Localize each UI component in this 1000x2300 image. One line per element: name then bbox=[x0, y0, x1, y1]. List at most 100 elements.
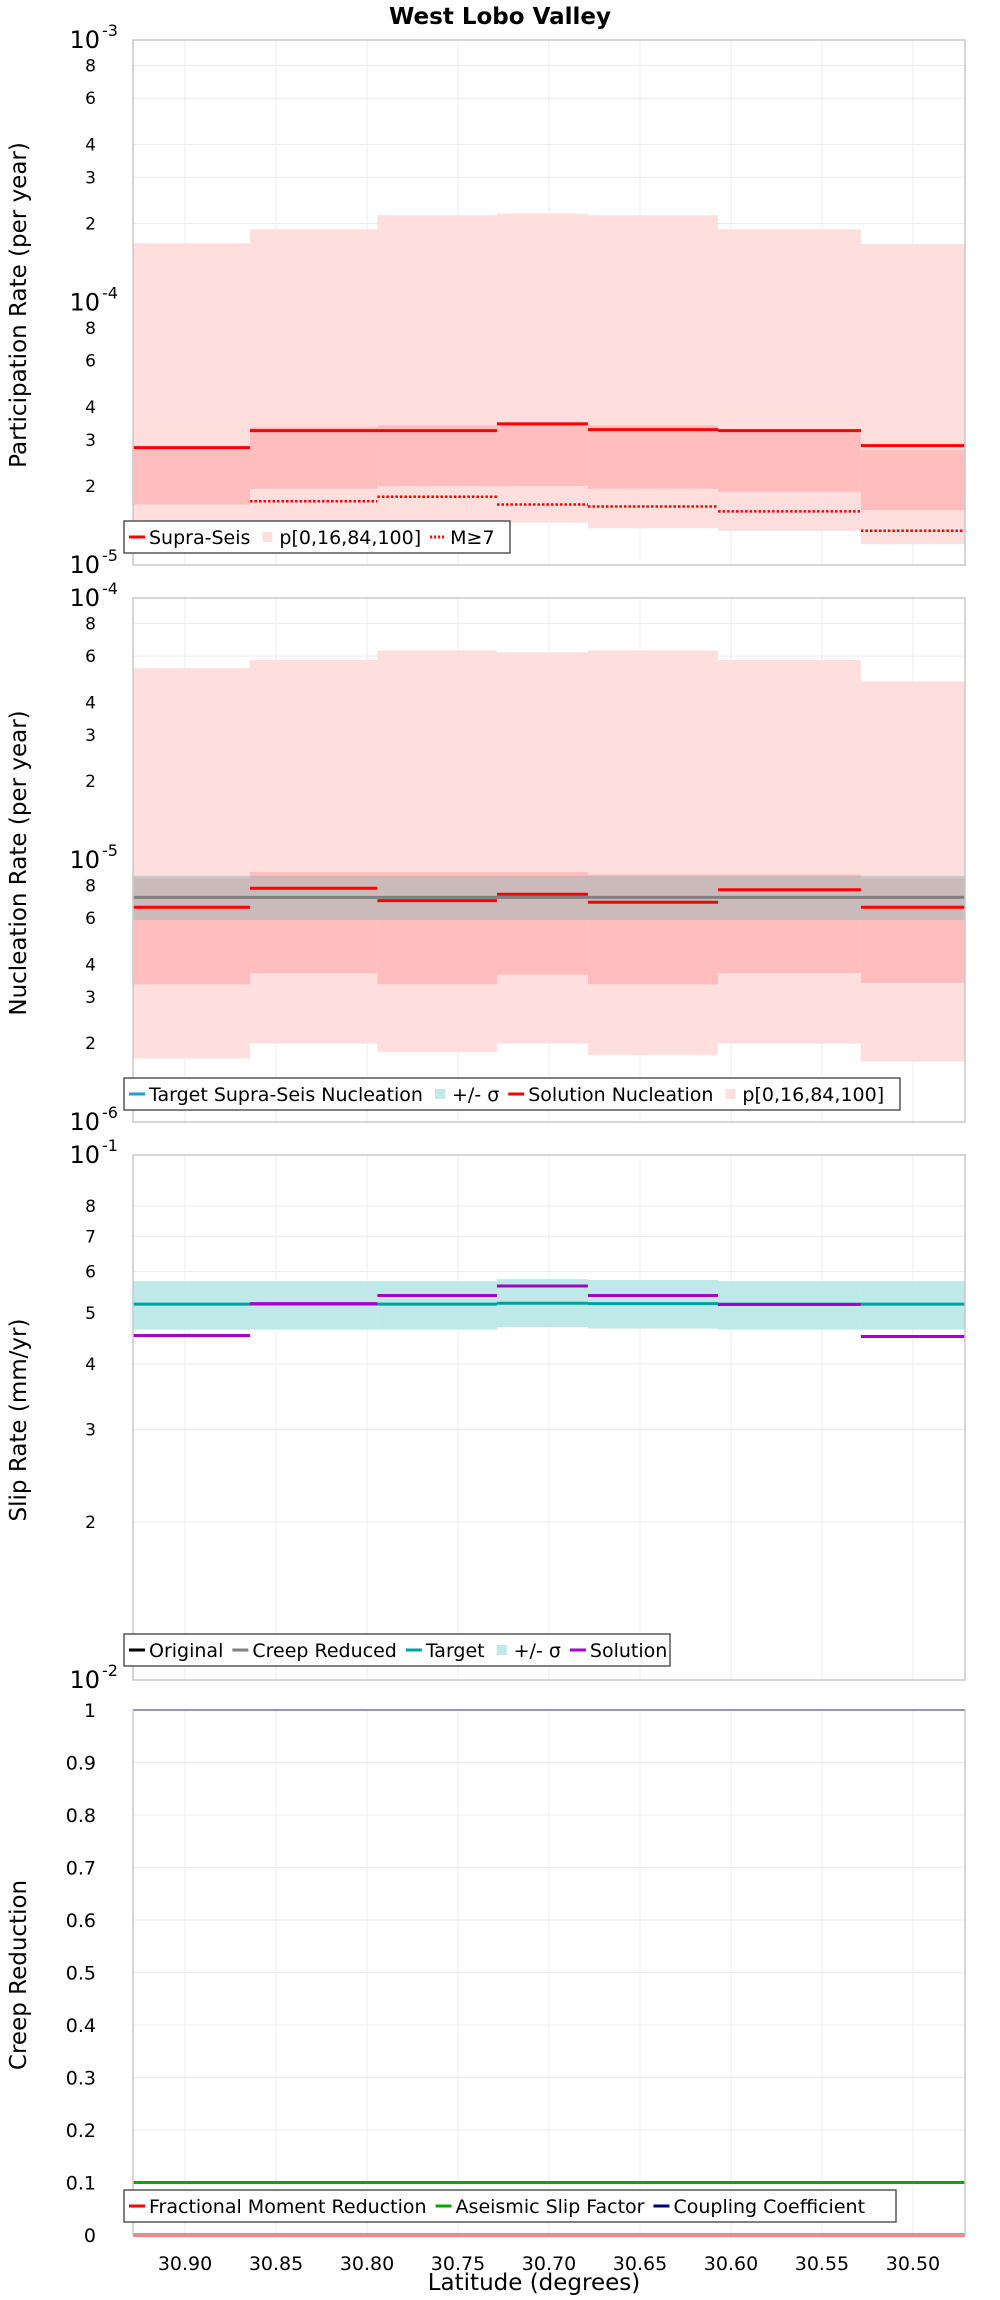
y-tick-label: 3 bbox=[85, 1421, 96, 1441]
y-tick-label: 0.6 bbox=[66, 1910, 96, 1932]
legend: Supra-Seis p[0,16,84,100] M≥7 bbox=[123, 520, 511, 554]
y-tick-exponent: -1 bbox=[102, 1136, 118, 1155]
legend-entry-label: +/- σ bbox=[514, 1640, 561, 1662]
y-tick-label: 0.9 bbox=[66, 1753, 96, 1775]
plot-frame bbox=[132, 39, 966, 566]
x-tick-label: 30.55 bbox=[795, 2253, 849, 2275]
y-tick-label: 3 bbox=[85, 988, 96, 1008]
y-axis-label: Slip Rate (mm/yr) bbox=[6, 1319, 32, 1522]
y-tick-label: 10 bbox=[69, 1141, 100, 1169]
y-tick-exponent: -4 bbox=[102, 284, 118, 303]
y-tick-label: 0.3 bbox=[66, 2068, 96, 2090]
y-tick-label: 6 bbox=[85, 1262, 96, 1282]
x-tick-label: 30.65 bbox=[613, 2253, 667, 2275]
legend-entry-label: Target bbox=[425, 1640, 485, 1662]
x-tick-label: 30.50 bbox=[886, 2253, 940, 2275]
y-tick-label: 2 bbox=[85, 214, 96, 234]
y-tick-label: 6 bbox=[85, 909, 96, 929]
y-tick-label: 8 bbox=[85, 614, 96, 634]
legend-entry-label: Coupling Coefficient bbox=[673, 2196, 865, 2218]
percentile-band-inner bbox=[860, 449, 965, 511]
legend-entry-label: M≥7 bbox=[450, 527, 494, 549]
legend-entry-label: Original bbox=[149, 1640, 223, 1662]
y-axis-label: Creep Reduction bbox=[6, 1880, 32, 2070]
legend-swatch bbox=[262, 532, 273, 542]
y-tick-label: 4 bbox=[85, 955, 96, 975]
y-tick-label: 2 bbox=[85, 772, 96, 792]
y-tick-label: 4 bbox=[85, 1355, 96, 1375]
legend-box bbox=[123, 2189, 897, 2223]
y-tick-label: 5 bbox=[85, 1304, 96, 1324]
legend-entry-label: Supra-Seis bbox=[149, 527, 250, 549]
legend-box bbox=[123, 520, 511, 554]
y-tick-label: 6 bbox=[85, 89, 96, 109]
y-tick-label: 7 bbox=[85, 1227, 96, 1247]
legend-entry-label: Solution Nucleation bbox=[528, 1084, 713, 1106]
x-tick-label: 30.85 bbox=[249, 2253, 303, 2275]
legend-entry-label: Solution bbox=[590, 1640, 667, 1662]
y-tick-label: 10 bbox=[69, 26, 100, 54]
panel-creep: 0 0.1 0.2 0.3 0.4 0.5 0.6 0.7 0.8 0.9 1 Creep Reduc… bbox=[6, 1700, 966, 2275]
y-tick-label: 10 bbox=[69, 584, 100, 612]
y-tick-label: 3 bbox=[85, 168, 96, 188]
legend-entry-label: p[0,16,84,100] bbox=[742, 1084, 884, 1106]
percentile-band-outer bbox=[587, 650, 719, 1056]
y-tick-label: 3 bbox=[85, 726, 96, 746]
x-tick-label: 30.75 bbox=[431, 2253, 485, 2275]
y-tick-label: 2 bbox=[85, 477, 96, 497]
percentile-band-outer bbox=[377, 650, 497, 1053]
legend: Original Creep Reduced Target +/- σ Solution bbox=[123, 1633, 671, 1667]
legend-entry-label: +/- σ bbox=[452, 1084, 499, 1106]
x-tick-label: 30.90 bbox=[158, 2253, 212, 2275]
y-tick-label: 0.7 bbox=[66, 1858, 96, 1880]
y-tick-exponent: -6 bbox=[102, 1103, 118, 1122]
y-tick-label: 8 bbox=[85, 319, 96, 339]
x-axis-label: Latitude (degrees) bbox=[428, 2270, 641, 2296]
legend-swatch bbox=[434, 1089, 445, 1099]
y-tick-exponent: -4 bbox=[102, 579, 118, 598]
y-tick-exponent: -5 bbox=[102, 546, 118, 565]
y-tick-exponent: -2 bbox=[102, 1661, 118, 1680]
percentile-band-inner bbox=[377, 425, 497, 486]
y-tick-label: 3 bbox=[85, 431, 96, 451]
legend: Target Supra-Seis Nucleation +/- σ Solutio… bbox=[123, 1077, 901, 1111]
legend-entry-label: Creep Reduced bbox=[252, 1640, 396, 1662]
y-tick-label: 0.1 bbox=[66, 2173, 96, 2195]
legend-swatch bbox=[496, 1645, 507, 1655]
y-tick-label: 10 bbox=[69, 1108, 100, 1136]
legend-swatch bbox=[725, 1089, 736, 1099]
percentile-band-outer bbox=[496, 652, 588, 1044]
plot-frame bbox=[132, 597, 966, 1123]
percentile-band-inner bbox=[718, 428, 861, 492]
y-tick-exponent: -5 bbox=[102, 841, 118, 860]
y-tick-label: 0.2 bbox=[66, 2120, 96, 2142]
percentile-band-inner bbox=[496, 422, 588, 486]
y-tick-label: 4 bbox=[85, 693, 96, 713]
plot-frame bbox=[132, 1154, 966, 1681]
percentile-band-outer bbox=[860, 681, 965, 1062]
x-tick-label: 30.70 bbox=[522, 2253, 576, 2275]
y-axis-label: Nucleation Rate (per year) bbox=[6, 710, 32, 1015]
percentile-band-outer bbox=[133, 668, 251, 1059]
y-tick-exponent: -3 bbox=[102, 21, 118, 40]
y-tick-label: 4 bbox=[85, 135, 96, 155]
y-tick-label: 10 bbox=[69, 1666, 100, 1694]
legend-entry-label: Aseismic Slip Factor bbox=[456, 2196, 645, 2218]
y-axis-label: Participation Rate (per year) bbox=[6, 142, 32, 468]
y-tick-label: 10 bbox=[69, 551, 100, 579]
percentile-band-outer bbox=[250, 659, 378, 1044]
legend-entry-label: Fractional Moment Reduction bbox=[149, 2196, 427, 2218]
y-tick-label: 0.5 bbox=[66, 1963, 96, 1985]
x-tick-label: 30.60 bbox=[704, 2253, 758, 2275]
y-tick-label: 8 bbox=[85, 876, 96, 896]
x-tick-label: 30.80 bbox=[340, 2253, 394, 2275]
chart-title: West Lobo Valley bbox=[389, 4, 611, 30]
y-tick-label: 0.8 bbox=[66, 1805, 96, 1827]
y-tick-label: 6 bbox=[85, 352, 96, 372]
plot-frame bbox=[132, 1709, 966, 2236]
y-tick-label: 8 bbox=[85, 1197, 96, 1217]
